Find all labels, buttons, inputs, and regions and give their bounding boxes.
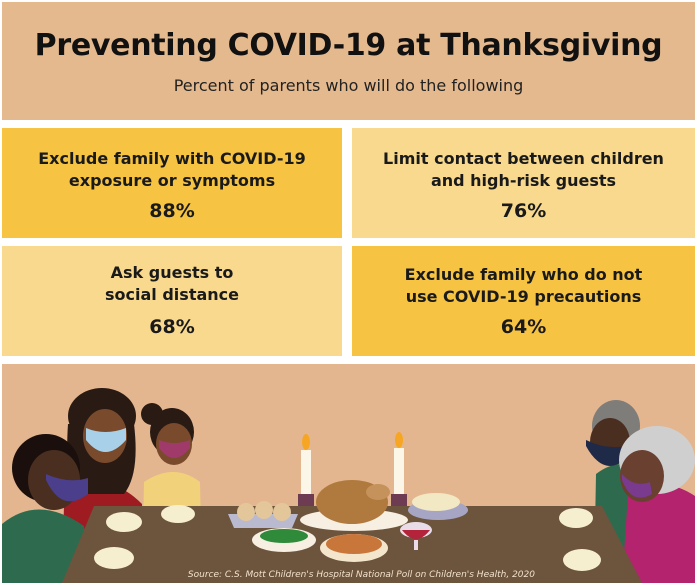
plate [563,549,601,571]
stat-card-label-line: Exclude family who do not [404,265,643,284]
stat-card-label: Limit contact between children and high-… [358,148,689,192]
candle-right [391,432,407,516]
stat-card-value: 88% [149,200,195,222]
potato-bowl [408,493,468,520]
stat-card-label-line: use COVID-19 precautions [405,287,642,306]
page-title: Preventing COVID-19 at Thanksgiving [34,28,663,63]
person-grandmother [619,426,695,583]
stat-card-value: 76% [500,200,547,222]
stat-card-label: Exclude family who do not use COVID-19 p… [358,264,689,308]
stat-card-label: Ask guests to social distance [8,262,336,306]
header-banner: Preventing COVID-19 at Thanksgiving Perc… [2,2,695,120]
plate [161,505,195,523]
stat-card-exclude-symptoms: Exclude family with COVID-19 exposure or… [2,128,342,238]
stat-card-label-line: social distance [105,285,239,304]
stat-card-value: 64% [500,316,547,338]
plate [559,508,593,528]
pie [320,534,388,562]
dinner-scene-svg [2,388,695,583]
stat-card-exclude-no-precautions: Exclude family who do not use COVID-19 p… [352,246,695,356]
stat-card-limit-contact: Limit contact between children and high-… [352,128,695,238]
stat-card-label-line: exposure or symptoms [68,171,276,190]
stat-card-label-line: Limit contact between children [383,149,664,168]
stat-card-label-line: Ask guests to [110,263,234,282]
candle-left [298,434,314,516]
page-subtitle: Percent of parents who will do the follo… [173,76,524,95]
stat-card-label: Exclude family with COVID-19 exposure or… [8,148,336,192]
bread-bowl [228,501,298,528]
plate [94,547,134,569]
thanksgiving-illustration: Source: C.S. Mott Children's Hospital Na… [2,364,695,583]
turkey-platter [300,480,408,531]
stat-card-label-line: and high-risk guests [430,171,617,190]
stat-card-label-line: Exclude family with COVID-19 [38,149,306,168]
stat-card-value: 68% [149,316,195,338]
green-beans-bowl [252,528,316,552]
source-note: Source: C.S. Mott Children's Hospital Na… [187,570,535,580]
cranberry-glass [400,522,432,550]
stat-card-social-distance: Ask guests to social distance 68% [2,246,342,356]
person-man-left [2,434,90,583]
plate [106,512,142,532]
